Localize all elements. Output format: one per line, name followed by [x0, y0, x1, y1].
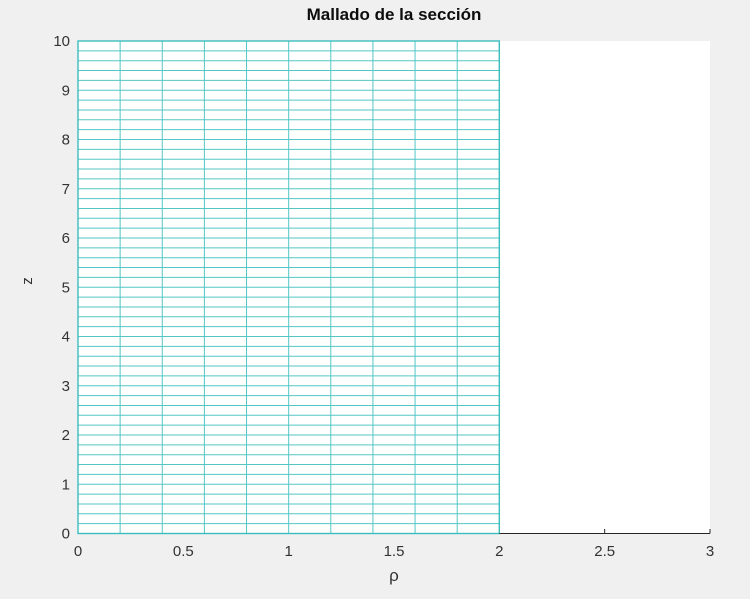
x-tick-label: 1.5	[384, 543, 405, 560]
y-tick-label: 1	[62, 476, 70, 493]
y-tick-label: 8	[62, 132, 70, 149]
y-tick-label: 2	[62, 427, 70, 444]
x-tick-label: 2	[495, 543, 503, 560]
chart-title: Mallado de la sección	[306, 5, 482, 24]
y-tick-label: 6	[62, 230, 70, 247]
x-tick-label: 1	[284, 543, 292, 560]
y-tick-label: 5	[62, 279, 70, 296]
y-tick-label: 10	[53, 33, 70, 50]
y-tick-label: 4	[62, 329, 70, 346]
mesh-border	[77, 40, 501, 535]
y-tick-label: 0	[62, 526, 70, 543]
x-tick-label: 2.5	[594, 543, 615, 560]
y-tick-label: 3	[62, 378, 70, 395]
x-tick-label: 0	[74, 543, 82, 560]
x-tick-label: 0.5	[173, 543, 194, 560]
x-tick-label: 3	[706, 543, 714, 560]
y-tick-label: 7	[62, 181, 70, 198]
x-axis-label: ρ	[389, 566, 399, 585]
y-tick-label: 9	[62, 82, 70, 99]
